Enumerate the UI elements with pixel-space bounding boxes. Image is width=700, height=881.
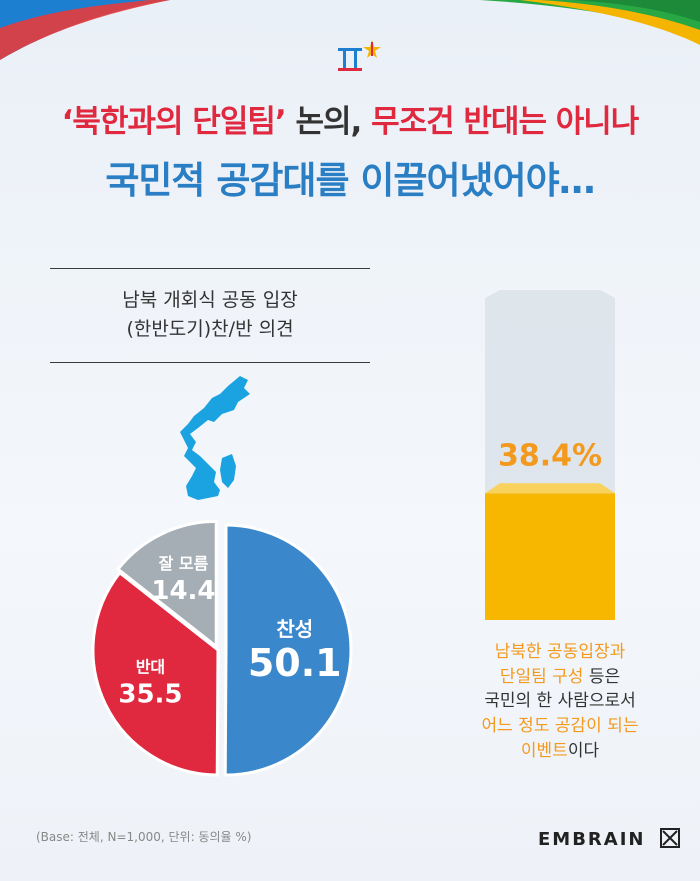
pie-slice-unknown (115, 519, 218, 650)
bar-fill-top (485, 483, 615, 494)
bar-chart: 38.4% (485, 290, 615, 620)
brand-name: EMBRAIN (538, 829, 646, 850)
bar-fill (485, 493, 615, 620)
corner-stripes-right (480, 0, 700, 45)
bar-value-label: 38.4% (498, 438, 602, 473)
note-line5-orange: 이벤트 (520, 740, 568, 761)
note-line1: 남북한 공동입장과 (494, 642, 626, 662)
headline-line1: ‘북한과의 단일팀’ 논의, 무조건 반대는 아니나 (0, 96, 700, 141)
headline-quote: ‘북한과의 단일팀’ (61, 104, 287, 140)
note-line5-rest: 이다 (567, 740, 600, 761)
chart-title-line1: 남북 개회식 공동 입장 (122, 289, 298, 311)
corner-stripes-left (0, 0, 170, 60)
headline-line2: 국민적 공감대를 이끌어냈어야… (105, 159, 595, 202)
pie-slice-unknown-category: 잘 모름 (159, 554, 209, 573)
pie-slice-disagree-value: 35.5 (118, 680, 182, 710)
korea-map-icon (180, 376, 250, 500)
title-rule-top (50, 268, 370, 269)
bar-note: 남북한 공동입장과 단일팀 구성 등은 국민의 한 사람으로서 어느 정도 공감… (440, 640, 680, 763)
note-line3: 국민의 한 사람으로서 (484, 691, 636, 712)
note-line5: 이벤트이다 (440, 739, 680, 764)
title-rule-bottom (50, 362, 370, 363)
pie-slice-unknown-value: 14.4 (151, 576, 215, 606)
pie-slice-disagree-category: 반대 (136, 658, 165, 677)
chart-title: 남북 개회식 공동 입장 (한반도기)찬/반 의견 (50, 286, 370, 345)
headline-middle: 논의, (285, 104, 372, 140)
pie-slice-agree-category: 찬성 (276, 617, 313, 641)
note-line4: 어느 정도 공감이 되는 (481, 715, 639, 736)
note-line2-orange: 단일팀 구성 (499, 666, 584, 687)
base-note: (Base: 전체, N=1,000, 단위: 동의율 %) (36, 830, 252, 844)
brand-logo: EMBRAIN (538, 825, 680, 850)
chart-title-line2: (한반도기)찬/반 의견 (126, 318, 294, 341)
pyeongchang-logo-icon (338, 40, 381, 71)
embrain-mark-icon (659, 828, 680, 848)
headline-emphasis: 무조건 반대는 아니나 (371, 104, 639, 140)
note-line2-rest: 등은 (583, 666, 621, 687)
pie-slice-disagree (91, 570, 220, 777)
pie-slice-agree (223, 523, 353, 777)
pie-slice-agree-value: 50.1 (248, 641, 342, 685)
note-line2: 단일팀 구성 등은 (440, 665, 680, 690)
